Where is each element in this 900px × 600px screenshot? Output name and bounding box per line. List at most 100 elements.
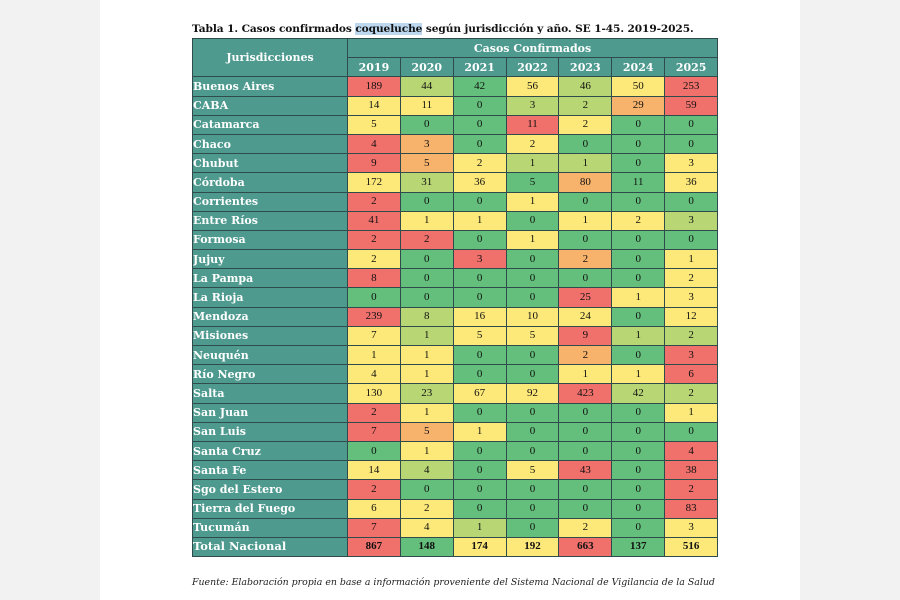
table-row: Catamarca 5 0 0 11 2 0 0 <box>192 114 719 135</box>
case-count-cell: 0 <box>452 191 507 212</box>
jurisdiction-name: Jujuy <box>192 249 348 270</box>
case-count-cell: 0 <box>505 479 560 500</box>
case-count-cell: 42 <box>611 383 666 404</box>
case-count-cell: 130 <box>347 383 401 404</box>
table-row: La Pampa 8 0 0 0 0 0 2 <box>192 268 719 289</box>
table-row: Jujuy 2 0 3 0 2 0 1 <box>192 249 719 270</box>
case-count-cell: 1 <box>558 210 613 231</box>
jurisdiction-name: Sgo del Estero <box>192 479 348 500</box>
total-cell: 174 <box>452 536 507 558</box>
total-cell: 663 <box>558 536 613 558</box>
confirmed-cases-header: Casos Confirmados <box>346 37 719 59</box>
table-row: Mendoza 239 8 16 10 24 0 12 <box>192 306 719 327</box>
case-count-cell: 4 <box>347 133 401 155</box>
table-row: La Rioja 0 0 0 0 25 1 3 <box>192 287 719 308</box>
case-count-cell: 80 <box>558 172 613 193</box>
jurisdiction-name: La Rioja <box>192 287 348 308</box>
case-count-cell: 0 <box>558 479 613 500</box>
case-count-cell: 2 <box>347 402 401 423</box>
jurisdiction-name: Salta <box>192 383 348 404</box>
case-count-cell: 3 <box>505 95 560 116</box>
case-count-cell: 0 <box>558 498 613 519</box>
case-count-cell: 2 <box>558 344 613 366</box>
case-count-cell: 0 <box>452 287 507 308</box>
case-count-cell: 0 <box>611 268 666 289</box>
jurisdiction-name: San Luis <box>192 421 348 442</box>
table-row: Tierra del Fuego 6 2 0 0 0 0 83 <box>192 498 719 519</box>
case-count-cell: 0 <box>505 344 560 366</box>
case-count-cell: 31 <box>399 172 454 193</box>
case-count-cell: 12 <box>664 306 719 327</box>
case-count-cell: 44 <box>399 76 454 97</box>
jurisdictions-header: Jurisdicciones <box>192 37 348 78</box>
case-count-cell: 0 <box>611 133 666 155</box>
jurisdiction-name: Catamarca <box>192 114 348 135</box>
table-row: Córdoba 172 31 36 5 80 11 36 <box>192 172 719 193</box>
case-count-cell: 0 <box>611 402 666 423</box>
case-count-cell: 2 <box>558 249 613 270</box>
total-cell: 148 <box>399 536 454 558</box>
case-count-cell: 1 <box>399 325 454 347</box>
jurisdiction-name: Santa Cruz <box>192 440 348 462</box>
case-count-cell: 14 <box>347 460 401 481</box>
title-suffix: según jurisdicción y año. SE 1-45. 2019-… <box>422 23 694 35</box>
case-count-cell: 5 <box>399 421 454 442</box>
case-count-cell: 0 <box>558 268 613 289</box>
table-row: Misiones 7 1 5 5 9 1 2 <box>192 325 719 347</box>
year-header: 2025 <box>664 57 719 78</box>
case-count-cell: 1 <box>347 344 401 366</box>
jurisdiction-name: Río Negro <box>192 364 348 385</box>
case-count-cell: 0 <box>452 364 507 385</box>
year-header: 2020 <box>399 57 454 78</box>
jurisdiction-name: Mendoza <box>192 306 348 327</box>
title-prefix: Tabla 1. Casos confirmados <box>192 23 356 35</box>
case-count-cell: 1 <box>611 287 666 308</box>
case-count-cell: 8 <box>399 306 454 327</box>
case-count-cell: 2 <box>347 191 401 212</box>
year-header: 2023 <box>558 57 613 78</box>
table-row: Buenos Aires 189 44 42 56 46 50 253 <box>192 76 719 97</box>
case-count-cell: 4 <box>347 364 401 385</box>
case-count-cell: 0 <box>611 421 666 442</box>
table-row: Río Negro 4 1 0 0 1 1 6 <box>192 364 719 385</box>
year-header: 2021 <box>452 57 507 78</box>
jurisdiction-name: Tucumán <box>192 517 348 538</box>
case-count-cell: 189 <box>347 76 401 97</box>
case-count-cell: 2 <box>347 479 401 500</box>
case-count-cell: 1 <box>611 364 666 385</box>
case-count-cell: 2 <box>664 383 719 404</box>
jurisdiction-name: Chaco <box>192 133 348 155</box>
header-row-1: Jurisdicciones Casos Confirmados <box>192 37 719 78</box>
case-count-cell: 2 <box>558 95 613 116</box>
left-page-gutter <box>0 0 100 600</box>
case-count-cell: 0 <box>611 460 666 481</box>
case-count-cell: 0 <box>611 191 666 212</box>
case-count-cell: 29 <box>611 95 666 116</box>
case-count-cell: 0 <box>505 421 560 442</box>
case-count-cell: 2 <box>611 210 666 231</box>
table-row: CABA 14 11 0 3 2 29 59 <box>192 95 719 116</box>
case-count-cell: 4 <box>664 440 719 462</box>
jurisdiction-name: Tierra del Fuego <box>192 498 348 519</box>
total-cell: 137 <box>611 536 666 558</box>
case-count-cell: 0 <box>452 402 507 423</box>
case-count-cell: 0 <box>399 268 454 289</box>
table-row: Formosa 2 2 0 1 0 0 0 <box>192 229 719 251</box>
case-count-cell: 0 <box>611 229 666 251</box>
case-count-cell: 2 <box>558 114 613 135</box>
case-count-cell: 0 <box>452 229 507 251</box>
case-count-cell: 0 <box>399 479 454 500</box>
confirmed-cases-table: Jurisdicciones Casos Confirmados 2019 202… <box>192 37 719 558</box>
case-count-cell: 4 <box>399 460 454 481</box>
case-count-cell: 0 <box>452 268 507 289</box>
case-count-cell: 253 <box>664 76 719 97</box>
jurisdiction-name: Formosa <box>192 229 348 251</box>
total-cell: 192 <box>505 536 560 558</box>
case-count-cell: 16 <box>452 306 507 327</box>
total-cell: 516 <box>664 536 719 558</box>
case-count-cell: 1 <box>505 191 560 212</box>
case-count-cell: 9 <box>558 325 613 347</box>
case-count-cell: 2 <box>399 229 454 251</box>
jurisdiction-name: Santa Fe <box>192 460 348 481</box>
case-count-cell: 0 <box>558 402 613 423</box>
